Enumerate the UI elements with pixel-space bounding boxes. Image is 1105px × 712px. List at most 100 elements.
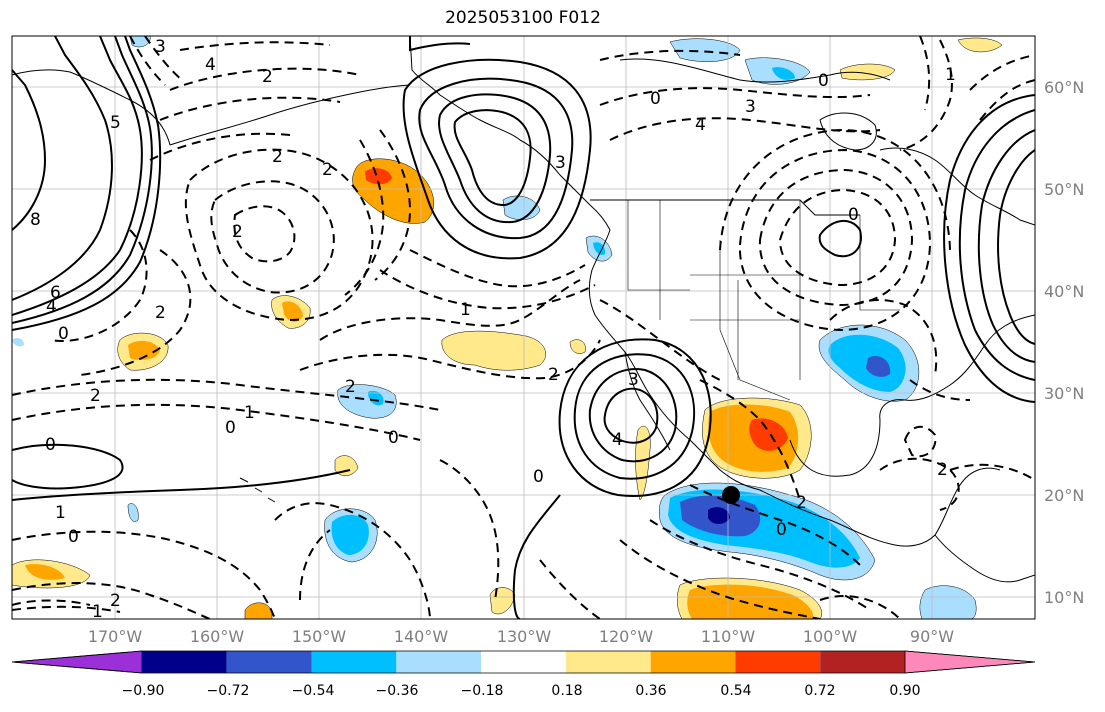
contour-label: 5 <box>110 113 121 133</box>
contour-solid <box>12 469 351 501</box>
contour-dashed <box>819 595 901 619</box>
contour-dashed <box>210 180 335 294</box>
map-frame <box>11 35 1036 620</box>
contour-dashed <box>979 79 1035 121</box>
contour-label: 2 <box>345 377 356 397</box>
contour-dashed <box>919 36 931 111</box>
contour-label: 0 <box>388 428 399 448</box>
contour-dashed <box>169 67 361 91</box>
contour-dashed <box>274 502 431 619</box>
contour-label: 2 <box>272 147 283 167</box>
shaded-negative-blob <box>127 503 139 522</box>
contour-dashed <box>299 339 601 380</box>
contour-dashed <box>409 249 586 288</box>
shaded-negative-mexico-west-peak <box>708 507 730 524</box>
lon-label: 120°W <box>598 627 654 646</box>
lon-label: 140°W <box>393 627 449 646</box>
lat-label: 50°N <box>1044 180 1085 199</box>
contour-label: 4 <box>612 430 623 450</box>
colorbar-bin <box>820 651 905 673</box>
contour-dashed <box>233 205 296 263</box>
colorbar-bin <box>226 651 312 673</box>
contour-label: 3 <box>555 153 566 173</box>
lat-label: 40°N <box>1044 282 1085 301</box>
contour-dashed <box>829 299 938 376</box>
shaded-anomaly-layer <box>12 36 1003 619</box>
colorbar-bin <box>11 650 143 674</box>
location-marker <box>722 486 740 504</box>
contour-dashed <box>758 168 914 307</box>
colorbar-tick-label: −0.54 <box>291 683 335 699</box>
lon-label: 150°W <box>291 627 347 646</box>
contour-dashed <box>159 96 341 121</box>
contour-label: 0 <box>68 527 79 547</box>
shaded-positive-blob <box>839 63 896 81</box>
contour-dashed <box>144 36 183 81</box>
contour-solid <box>402 58 592 260</box>
contour-label: 2 <box>322 160 333 180</box>
contour-dashed <box>149 132 291 161</box>
contour-label: 1 <box>92 602 103 622</box>
contour-label: 8 <box>30 210 41 230</box>
contour-solid <box>12 69 47 231</box>
colorbar-tick-label: −0.36 <box>375 683 419 699</box>
contour-dashed <box>599 49 741 61</box>
contour-dashed <box>539 559 601 619</box>
contour-solid <box>818 220 862 258</box>
contour-dashed <box>778 188 897 287</box>
colorbar-bin <box>396 651 482 673</box>
colorbar-bin <box>311 651 397 673</box>
contour-solid <box>453 109 532 207</box>
colorbar-bin <box>481 651 566 673</box>
contour-solid <box>997 149 1035 345</box>
contour-label: 1 <box>244 403 255 423</box>
contour-dashed <box>879 457 960 511</box>
colorbar-tick-label: −0.72 <box>206 683 250 699</box>
contour-solid <box>12 36 143 316</box>
contour-solid <box>958 109 1035 381</box>
lon-label: 100°W <box>802 627 858 646</box>
colorbar-tick-label: 0.54 <box>720 683 752 699</box>
contour-solid <box>12 36 113 301</box>
contour-solid <box>512 494 561 619</box>
shaded-positive-blob <box>244 602 273 619</box>
colorbar-tick-label: 0.18 <box>551 683 583 699</box>
contour-solid <box>12 36 162 331</box>
colorbar-bin <box>565 651 651 673</box>
chart-title: 2025053100 F012 <box>445 8 601 28</box>
colorbar-tick-label: −0.90 <box>121 683 165 699</box>
shaded-negative-southern-plains-strong <box>866 355 891 377</box>
contour-label: 4 <box>205 55 216 75</box>
contour-dashed <box>899 39 953 151</box>
shaded-negative-blob <box>593 242 606 255</box>
contour-dashed <box>12 582 211 619</box>
contour-label: 1 <box>55 503 66 523</box>
lon-label: 130°W <box>496 627 552 646</box>
contour-dashed <box>599 299 721 381</box>
contour-label: 0 <box>818 71 829 91</box>
graticule <box>12 36 1035 619</box>
contour-solid <box>438 93 552 224</box>
shaded-positive-blob <box>569 339 586 354</box>
shaded-positive-blob <box>128 340 160 360</box>
colorbar <box>11 650 1036 674</box>
contour-label: 2 <box>937 460 948 480</box>
contour-label: 0 <box>45 435 56 455</box>
coastlines <box>12 36 1035 583</box>
contour-dashed <box>649 519 871 611</box>
contour-solid <box>12 443 124 490</box>
contour-dashed <box>949 463 1035 481</box>
contour-label: 2 <box>155 303 166 323</box>
contour-layer <box>12 36 1035 619</box>
contour-solid <box>418 77 574 240</box>
contour-dashed <box>719 128 951 251</box>
coastline-aleutians <box>169 84 411 146</box>
contour-dashed <box>738 148 932 332</box>
contour-dashed <box>699 379 801 501</box>
lat-label: 60°N <box>1044 78 1085 97</box>
contour-dashed <box>184 148 374 322</box>
contour-dashed <box>79 249 192 376</box>
coastline-central-america <box>934 534 1035 583</box>
contour-dashed <box>12 530 276 619</box>
colorbar-bin <box>142 651 227 673</box>
